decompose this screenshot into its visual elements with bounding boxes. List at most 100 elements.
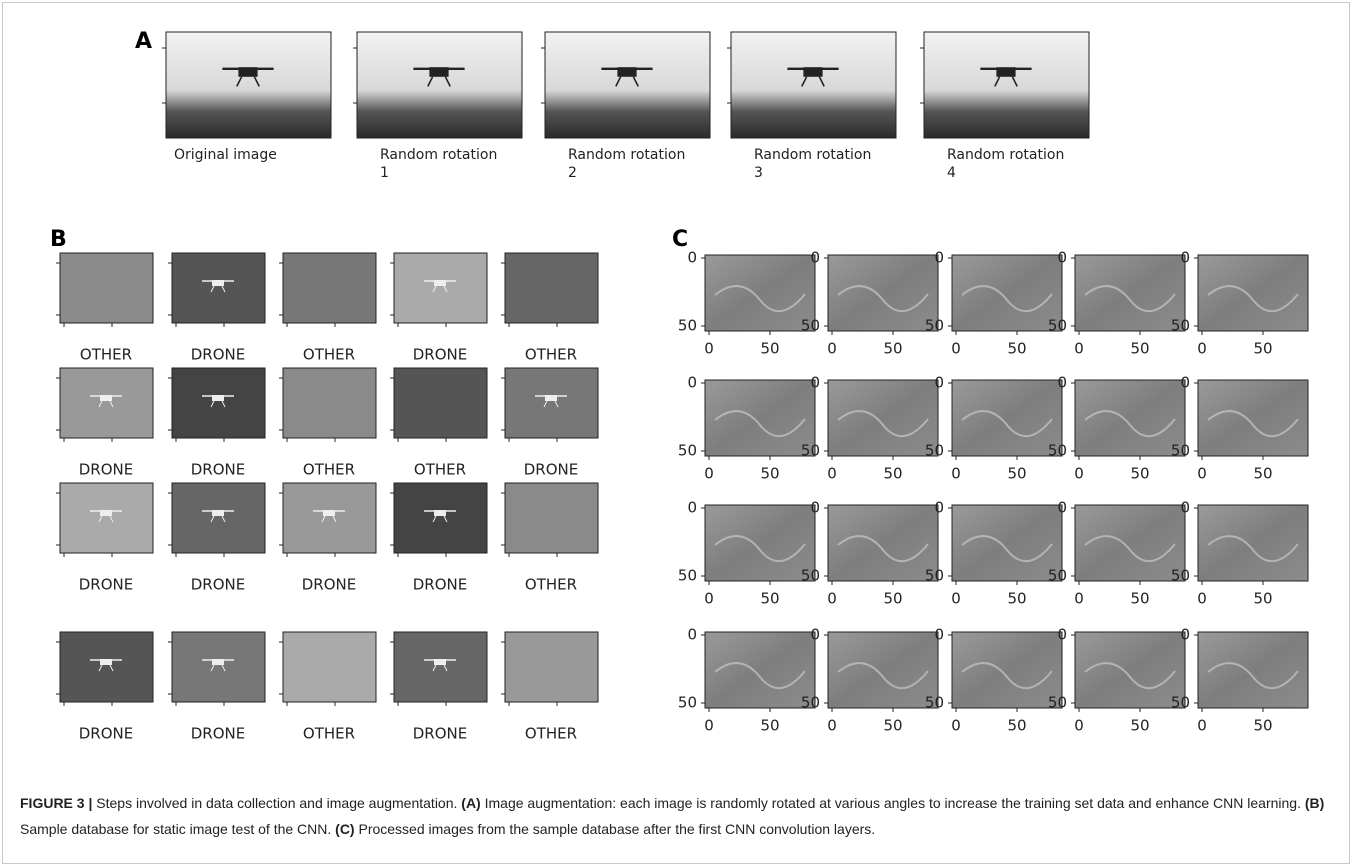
y-tick-label: 0 — [1180, 249, 1190, 267]
image-label: DRONE — [191, 346, 245, 364]
x-tick-label: 0 — [827, 717, 837, 735]
caption-key: (B) — [1305, 795, 1324, 811]
x-tick-label: 0 — [951, 340, 961, 358]
y-tick-label: 50 — [1171, 567, 1190, 585]
photo — [505, 253, 598, 323]
photo — [394, 253, 487, 323]
caption-text: Sample database for static image test of… — [20, 821, 331, 837]
x-tick-label: 50 — [1253, 717, 1272, 735]
image-label: DRONE — [524, 461, 578, 479]
y-tick-label: 50 — [801, 694, 820, 712]
feature-map — [1075, 632, 1185, 708]
image-label: OTHER — [303, 725, 355, 743]
photo — [166, 32, 331, 138]
page: {"panel_a": {"label": "A", "captions": [… — [0, 0, 1354, 868]
y-tick-label: 0 — [687, 499, 697, 517]
feature-map — [705, 255, 815, 331]
y-tick-label: 0 — [687, 249, 697, 267]
feature-map — [705, 632, 815, 708]
x-tick-label: 0 — [951, 465, 961, 483]
y-tick-label: 0 — [1180, 374, 1190, 392]
y-tick-label: 50 — [925, 567, 944, 585]
feature-map — [1075, 255, 1185, 331]
photo — [731, 32, 896, 138]
x-tick-label: 0 — [1074, 590, 1084, 608]
photo — [172, 483, 265, 553]
x-tick-label: 0 — [704, 340, 714, 358]
y-tick-label: 50 — [925, 694, 944, 712]
image-label: DRONE — [413, 346, 467, 364]
x-tick-label: 0 — [1197, 340, 1207, 358]
feature-map — [952, 632, 1062, 708]
y-tick-label: 50 — [1048, 317, 1067, 335]
feature-map — [1198, 380, 1308, 456]
caption-intro: Steps involved in data collection and im… — [96, 795, 457, 811]
x-tick-label: 0 — [951, 717, 961, 735]
image-caption: Random rotation — [568, 147, 685, 163]
image-label: DRONE — [79, 576, 133, 594]
image-label: OTHER — [525, 346, 577, 364]
feature-map — [705, 380, 815, 456]
y-tick-label: 0 — [1180, 626, 1190, 644]
y-tick-label: 50 — [801, 442, 820, 460]
feature-map — [1198, 505, 1308, 581]
photo — [505, 632, 598, 702]
feature-map — [828, 505, 938, 581]
photo — [545, 32, 710, 138]
x-tick-label: 50 — [1253, 590, 1272, 608]
y-tick-label: 0 — [810, 374, 820, 392]
photo — [283, 368, 376, 438]
figure: AOriginal imageRandom rotation1Random ro… — [0, 0, 1354, 780]
x-tick-label: 0 — [1197, 465, 1207, 483]
x-tick-label: 50 — [1130, 717, 1149, 735]
x-tick-label: 0 — [704, 465, 714, 483]
y-tick-label: 50 — [678, 317, 697, 335]
photo — [505, 483, 598, 553]
image-label: OTHER — [303, 346, 355, 364]
y-tick-label: 0 — [687, 626, 697, 644]
photo — [924, 32, 1089, 138]
y-tick-label: 0 — [810, 626, 820, 644]
image-label: DRONE — [191, 725, 245, 743]
y-tick-label: 50 — [1048, 567, 1067, 585]
feature-map — [952, 505, 1062, 581]
feature-map — [705, 505, 815, 581]
y-tick-label: 0 — [934, 374, 944, 392]
y-tick-label: 0 — [810, 499, 820, 517]
photo — [60, 368, 153, 438]
image-label: OTHER — [303, 461, 355, 479]
y-tick-label: 0 — [1057, 626, 1067, 644]
y-tick-label: 0 — [687, 374, 697, 392]
y-tick-label: 0 — [810, 249, 820, 267]
image-caption: Random rotation — [947, 147, 1064, 163]
y-tick-label: 0 — [934, 626, 944, 644]
y-tick-label: 50 — [1171, 694, 1190, 712]
y-tick-label: 50 — [1171, 442, 1190, 460]
feature-map — [1198, 255, 1308, 331]
photo — [172, 253, 265, 323]
image-caption: 4 — [947, 165, 956, 181]
x-tick-label: 50 — [883, 340, 902, 358]
image-caption: 2 — [568, 165, 577, 181]
image-label: OTHER — [80, 346, 132, 364]
x-tick-label: 0 — [1197, 717, 1207, 735]
photo — [172, 368, 265, 438]
image-label: DRONE — [413, 576, 467, 594]
photo — [283, 483, 376, 553]
feature-map — [1075, 505, 1185, 581]
image-label: DRONE — [302, 576, 356, 594]
y-tick-label: 0 — [1057, 249, 1067, 267]
image-label: DRONE — [191, 461, 245, 479]
x-tick-label: 50 — [1130, 340, 1149, 358]
photo — [394, 368, 487, 438]
x-tick-label: 0 — [827, 590, 837, 608]
x-tick-label: 50 — [1007, 590, 1026, 608]
x-tick-label: 50 — [760, 340, 779, 358]
y-tick-label: 50 — [1171, 317, 1190, 335]
caption-text: Image augmentation: each image is random… — [485, 795, 1301, 811]
x-tick-label: 50 — [760, 465, 779, 483]
image-label: DRONE — [79, 461, 133, 479]
x-tick-label: 0 — [704, 717, 714, 735]
photo — [283, 632, 376, 702]
feature-map — [828, 255, 938, 331]
